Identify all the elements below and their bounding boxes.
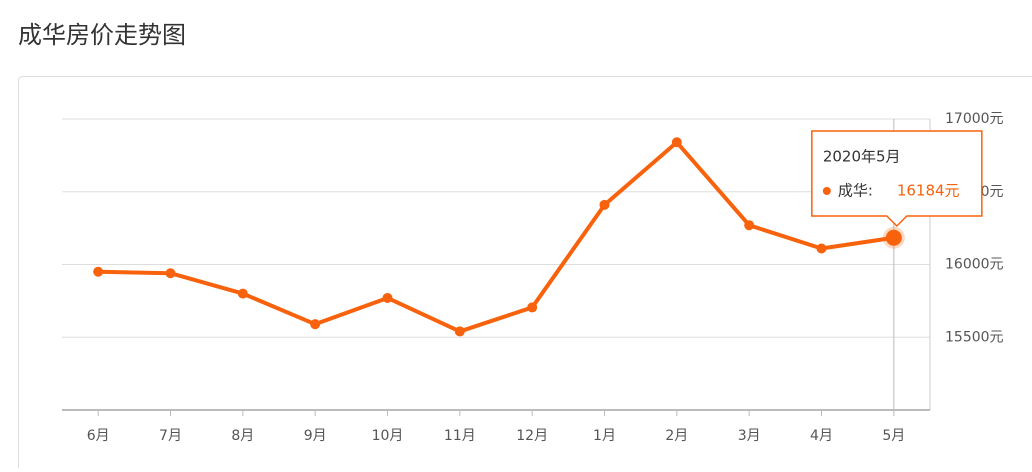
x-tick-label: 3月: [738, 428, 761, 444]
x-tick-label: 9月: [304, 428, 327, 444]
point: [672, 137, 682, 147]
point: [600, 200, 610, 210]
x-tick-label: 7月: [159, 428, 182, 444]
x-tick-label: 4月: [810, 428, 833, 444]
point: [383, 293, 393, 303]
x-tick-label: 2月: [665, 428, 688, 444]
x-tick-label: 8月: [231, 428, 254, 444]
x-tick-label: 5月: [882, 428, 905, 444]
point: [166, 268, 176, 278]
point: [238, 289, 248, 299]
point: [455, 326, 465, 336]
tooltip-label: 成华:: [838, 182, 873, 200]
y-tick-label: 17000元: [945, 111, 1004, 127]
y-tick-label: 15500元: [945, 329, 1004, 345]
x-tick-label: 12月: [516, 428, 548, 444]
point: [744, 220, 754, 230]
y-tick-label: 16000元: [945, 257, 1004, 273]
x-tick-label: 1月: [593, 428, 616, 444]
point: [93, 267, 103, 277]
page-title: 成华房价走势图: [18, 21, 186, 49]
tooltip-box: [812, 131, 982, 226]
x-tick-label: 10月: [372, 428, 404, 444]
x-tick-label: 6月: [87, 428, 110, 444]
point: [817, 243, 827, 253]
x-tick-label: 11月: [444, 428, 476, 444]
point: [527, 302, 537, 312]
tooltip-title: 2020年5月: [823, 148, 901, 166]
tooltip-value: 16184元: [897, 182, 960, 200]
point: [886, 230, 902, 246]
tooltip-marker: [823, 187, 831, 195]
point: [310, 319, 320, 329]
